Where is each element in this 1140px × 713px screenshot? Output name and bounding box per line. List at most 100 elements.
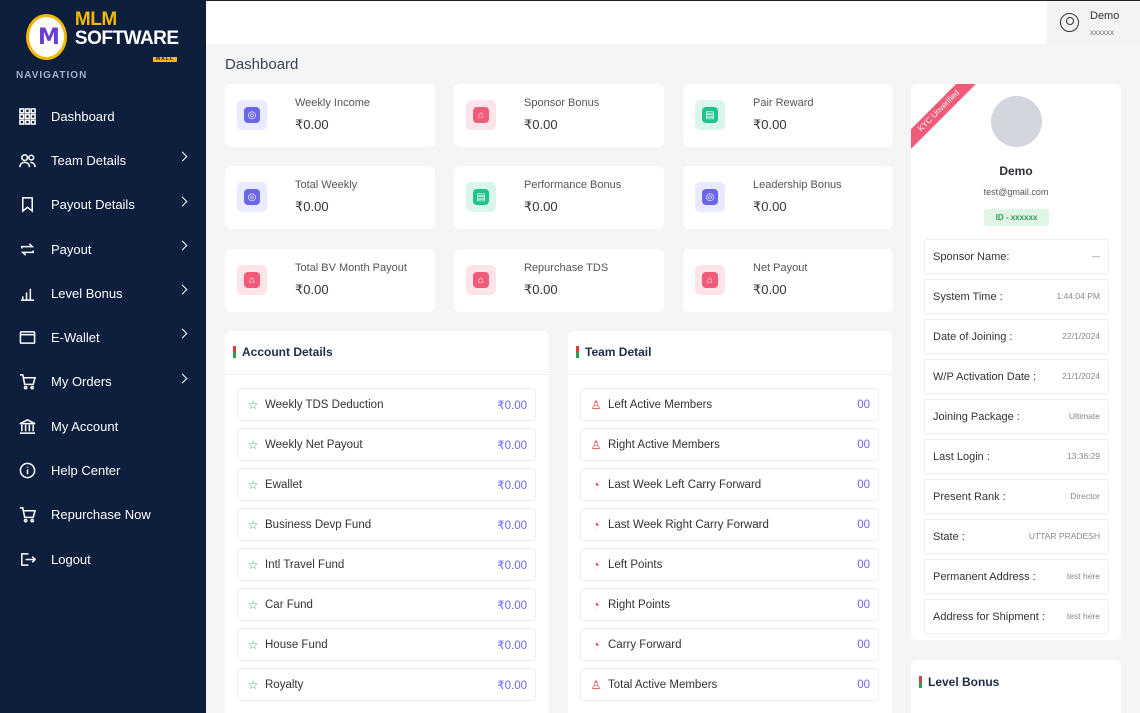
stat-title: Weekly Income [295,97,370,109]
stat-icon: ▤ [466,182,496,212]
stat-value: ₹0.00 [753,199,787,214]
star-icon: ☆ [247,677,259,692]
team-row-label: Last Week Right Carry Forward [608,518,769,531]
pie-icon: ◔ [592,557,600,572]
panel-marker [576,346,579,358]
profile-row-key: Permanent Address : [933,571,1036,583]
profile-row-key: System Time : [933,291,1003,303]
profile-row-value: Director [1070,491,1100,501]
account-row: ☆ House Fund ₹0.00 [237,628,536,661]
profile-row: W/P Activation Date : 21/1/2024 [924,359,1109,394]
sidebar-item-my-account[interactable]: My Account [0,404,206,448]
profile-row: Joining Package : Ultimate [924,399,1109,434]
stat-title: Total Weekly [295,179,358,191]
sidebar-item-label: My Account [51,418,119,434]
user-icon: ♙ [590,437,602,452]
sidebar-item-my-orders[interactable]: My Orders [0,360,206,404]
star-icon: ☆ [247,477,259,492]
chevron-right-icon [177,284,188,295]
brand-mlm: MLM [74,9,117,30]
profile-card: KYC Unverified Demo test@gmail.com ID - … [911,84,1121,640]
sidebar-item-logout[interactable]: Logout [0,537,206,581]
profile-row-value: UTTAR PRADESH [1028,531,1100,541]
sidebar-item-repurchase-now[interactable]: Repurchase Now [0,493,206,537]
user-name: Demo [1090,10,1120,22]
pie-icon: ◔ [592,637,600,652]
sidebar-item-dashboard[interactable]: Dashboard [0,94,206,138]
profile-row-value: Ultimate [1068,411,1100,421]
profile-row-key: W/P Activation Date : [933,371,1037,383]
sidebar-item-team-details[interactable]: Team Details [0,138,206,182]
stat-title: Leadership Bonus [753,179,842,191]
profile-row-value: test here [1066,611,1100,621]
panel-marker [233,346,236,358]
brand-software: SOFTWARE [74,28,179,49]
stat-icon: ◎ [237,182,267,212]
chevron-right-icon [177,240,188,251]
stat-icon: ◎ [695,182,725,212]
account-row-value: ₹0.00 [497,639,527,652]
stat-value: ₹0.00 [295,117,329,132]
logo-mark-icon: M [26,14,67,60]
team-row: ◔ Left Points 00 [580,548,879,581]
team-row: ◔ Last Week Left Carry Forward 00 [580,468,879,501]
stat-title: Total BV Month Payout [295,262,407,274]
sidebar-item-label: Help Center [51,463,121,479]
star-icon: ☆ [247,557,259,572]
profile-row-value: 22/1/2024 [1062,331,1100,341]
team-row-value: 00 [857,598,870,611]
level-bonus-title: Level Bonus [928,675,1000,689]
profile-row-key: Joining Package : [933,411,1020,423]
stat-value: ₹0.00 [295,282,329,297]
stat-card: ◎ Weekly Income ₹0.00 [225,84,435,147]
profile-row: Present Rank : Director [924,479,1109,514]
sidebar-item-payout[interactable]: Payout [0,227,206,271]
sidebar-nav: Dashboard Team Details Payout Details Payou… [0,94,206,581]
star-icon: ☆ [247,437,259,452]
stat-card: ⌂ Total BV Month Payout ₹0.00 [225,249,435,312]
account-row: ☆ Weekly Net Payout ₹0.00 [237,428,536,461]
account-row-label: Intl Travel Fund [265,558,345,571]
stat-value: ₹0.00 [295,199,329,214]
wallet-icon [18,329,36,347]
team-row-value: 00 [857,558,870,571]
account-row-value: ₹0.00 [497,519,527,532]
account-details-title: Account Details [242,345,333,359]
profile-row-value: 21/1/2024 [1062,371,1100,381]
account-row-value: ₹0.00 [497,559,527,572]
bank-icon [18,417,36,435]
profile-row-key: State : [933,531,965,543]
team-row-label: Left Active Members [608,398,713,411]
sidebar-item-label: Level Bonus [51,285,123,301]
profile-row: Date of Joining : 22/1/2024 [924,319,1109,354]
profile-id-badge: ID - xxxxxx [984,209,1049,226]
sidebar-item-level-bonus[interactable]: Level Bonus [0,271,206,315]
sidebar-item-e-wallet[interactable]: E-Wallet [0,315,206,359]
team-row-value: 00 [857,638,870,651]
stat-icon: ⌂ [237,265,267,295]
stat-icon: ⌂ [695,265,725,295]
brand-logo[interactable]: M MLM SOFTWARE MALL [26,10,206,64]
sidebar-item-label: Repurchase Now [51,507,151,523]
profile-row-key: Date of Joining : [933,331,1013,343]
sidebar-item-label: My Orders [51,374,112,390]
stat-card: ⌂ Net Payout ₹0.00 [683,249,893,312]
profile-name: Demo [999,164,1033,178]
sidebar-item-payout-details[interactable]: Payout Details [0,183,206,227]
star-icon: ☆ [247,517,259,532]
account-row: ☆ Car Fund ₹0.00 [237,588,536,621]
account-row-value: ₹0.00 [497,439,527,452]
account-row-label: Weekly TDS Deduction [265,398,384,411]
profile-email: test@gmail.com [983,187,1049,197]
account-row-value: ₹0.00 [497,479,527,492]
sidebar-item-help-center[interactable]: Help Center [0,448,206,492]
user-menu[interactable]: Demo xxxxxx [1047,1,1140,45]
team-detail-panel: Team Detail ♙ Left Active Members 00 ♙ Right… [568,331,892,713]
sidebar-item-label: E-Wallet [51,330,100,346]
team-row: ♙ Total Active Members 00 [580,668,879,701]
chevron-right-icon [177,151,188,162]
team-row-label: Right Points [608,598,671,611]
account-row-label: Ewallet [265,478,303,491]
star-icon: ☆ [247,597,259,612]
kyc-ribbon: KYC Unverified [911,84,980,152]
